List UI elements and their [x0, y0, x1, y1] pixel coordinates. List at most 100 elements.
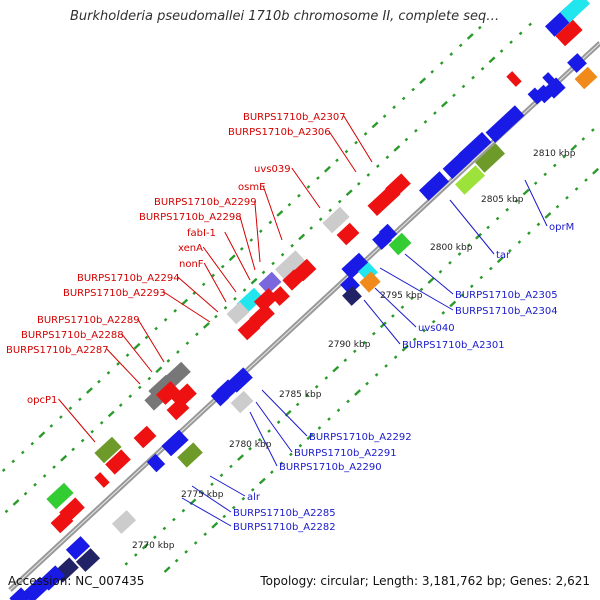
topology-summary: Topology: circular; Length: 3,181,762 bp… [260, 574, 590, 588]
tick-mark [289, 452, 293, 457]
tick-mark [419, 77, 427, 85]
leader-line [202, 246, 237, 293]
tick-mark [152, 535, 157, 540]
tick-mark [223, 305, 228, 310]
tick-mark [214, 314, 218, 319]
gene-label-reverse: BURPS1710b_A2292 [309, 432, 412, 443]
scale-label: 2795 kbp [380, 291, 423, 301]
tick-mark [154, 326, 158, 331]
tick-mark [552, 163, 557, 168]
tick-mark [306, 433, 314, 441]
tick-mark [374, 373, 379, 377]
tick-mark [258, 477, 266, 485]
tick-mark [228, 254, 236, 262]
tick-mark [295, 402, 300, 407]
tick-mark [59, 415, 63, 419]
tick-mark [423, 120, 428, 124]
tick-mark [458, 43, 463, 48]
tick-mark [201, 282, 206, 287]
tick-mark [430, 70, 435, 74]
label-layer: 2770 kbp 2775 kbp 2780 kbp 2785 kbp 2790 kbp… [6, 112, 576, 551]
tick-mark [366, 173, 371, 177]
tick-mark [382, 114, 387, 118]
tick-mark [305, 393, 310, 398]
leader-line [255, 401, 293, 453]
gene-block [75, 548, 101, 572]
tick-mark [239, 247, 244, 251]
leader-line [58, 398, 96, 443]
gene-block [258, 271, 282, 295]
tick-mark [268, 220, 273, 225]
tick-mark [345, 189, 353, 196]
tick-mark [163, 566, 171, 573]
leader-line [363, 299, 401, 345]
tick-mark [318, 217, 323, 222]
tick-mark [517, 240, 522, 244]
scale-label: 2775 kbp [181, 490, 224, 500]
tick-mark [433, 111, 437, 115]
tick-mark [438, 269, 443, 274]
gene-block [455, 165, 485, 195]
leader-line [224, 231, 251, 281]
leader-line [404, 253, 454, 295]
tick-mark [173, 309, 178, 313]
tick-mark [68, 406, 73, 411]
tick-mark [412, 337, 417, 342]
tick-mark [480, 66, 485, 71]
tick-mark [439, 61, 444, 65]
tick-mark [233, 297, 237, 301]
gene-block [322, 206, 350, 234]
gene-label-forward: xenA [178, 243, 203, 254]
gene-block [111, 510, 137, 534]
tick-mark [85, 387, 93, 394]
tick-mark [410, 296, 414, 301]
tick-mark [42, 474, 47, 478]
gene-block [475, 143, 505, 173]
gene-label-forward: BURPS1710b_A2289 [37, 315, 140, 326]
leader-line [163, 291, 211, 323]
gene-block [249, 303, 275, 329]
tick-mark [441, 311, 446, 315]
tick-mark [202, 322, 210, 329]
gene-label-forward: BURPS1710b_A2299 [154, 197, 257, 208]
tick-mark [477, 25, 482, 30]
scale-label: 2780 kbp [229, 440, 272, 450]
leader-line [181, 497, 232, 527]
tick-mark [343, 358, 348, 363]
tick-mark [505, 207, 510, 212]
tick-mark [298, 233, 306, 241]
leader-line [262, 185, 283, 241]
tick-mark [533, 181, 538, 185]
tick-mark [280, 252, 285, 257]
tick-mark [400, 305, 405, 309]
tick-mark [222, 514, 227, 519]
tick-mark [570, 144, 578, 152]
tick-mark [393, 145, 401, 152]
tick-mark [332, 365, 340, 373]
gene-label-reverse: BURPS1710b_A2305 [455, 290, 558, 301]
scale-label: 2805 kbp [481, 195, 524, 205]
tick-mark [496, 256, 504, 264]
gene-label-reverse: BURPS1710b_A2282 [233, 522, 336, 533]
gene-block [166, 397, 190, 421]
tick-mark [590, 128, 595, 132]
tick-mark [99, 421, 104, 425]
tick-mark [23, 491, 28, 496]
tick-mark [317, 426, 322, 430]
tick-mark [211, 521, 219, 529]
tick-mark [544, 212, 552, 219]
tick-mark [125, 353, 130, 357]
gene-block [385, 173, 411, 199]
gene-block [527, 87, 545, 105]
tick-mark [327, 417, 331, 421]
tick-mark [242, 288, 247, 292]
tick-mark [452, 93, 456, 98]
gene-block [94, 436, 122, 464]
tick-mark [133, 342, 141, 350]
tick-mark [404, 137, 409, 142]
gene-label-forward: BURPS1710b_A2287 [6, 345, 109, 356]
tick-mark [324, 376, 329, 380]
tick-mark [518, 31, 523, 36]
tick-mark [195, 332, 199, 337]
gene-block [105, 449, 131, 475]
